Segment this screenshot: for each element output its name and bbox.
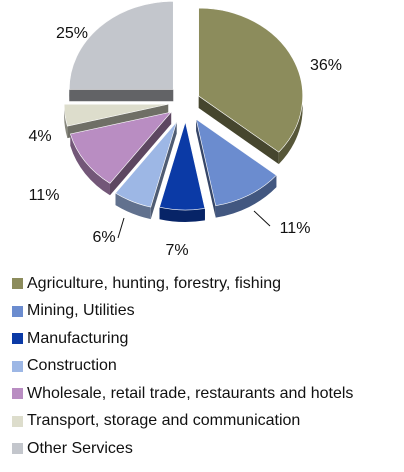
legend-item: Wholesale, retail trade, restaurants and… — [12, 380, 353, 408]
slice-wall-4-0 — [109, 112, 172, 196]
data-label-1: 11% — [280, 220, 311, 237]
legend-swatch — [12, 388, 23, 400]
pie-slice-0 — [198, 7, 303, 153]
legend: Agriculture, hunting, forestry, fishing M… — [12, 270, 353, 463]
pie-slice-3 — [115, 121, 177, 208]
legend-label: Construction — [27, 357, 117, 375]
legend-swatch — [12, 305, 23, 317]
data-label-5: 4% — [28, 128, 51, 145]
legend-label: Transport, storage and communication — [27, 412, 301, 430]
legend-swatch — [12, 278, 23, 290]
legend-swatch — [12, 443, 23, 455]
legend-label: Agriculture, hunting, forestry, fishing — [27, 274, 282, 292]
data-label-4: 11% — [29, 187, 60, 204]
slice-rim-3 — [115, 193, 151, 220]
leader-line-3 — [117, 217, 125, 239]
pie-slices — [63, 0, 303, 211]
pie-chart: 36% 11% 7% 6% 11% 4% 25% — [28, 0, 342, 259]
data-label-6: 25% — [56, 25, 88, 42]
legend-label: Mining, Utilities — [27, 302, 135, 320]
slice-rim-5 — [64, 104, 68, 139]
legend-item: Other Services — [12, 435, 353, 463]
legend-item: Manufacturing — [12, 325, 353, 353]
legend-swatch — [12, 360, 23, 372]
data-label-3: 6% — [92, 229, 115, 246]
legend-label: Manufacturing — [27, 329, 129, 347]
legend-swatch — [12, 333, 23, 345]
legend-item: Mining, Utilities — [12, 298, 353, 326]
legend-label: Wholesale, retail trade, restaurants and… — [27, 384, 354, 402]
slice-wall-3-0 — [150, 121, 177, 220]
pie-slice-5 — [63, 103, 169, 127]
legend-item: Construction — [12, 353, 353, 381]
slice-rim-2 — [159, 207, 205, 222]
slice-rim-4 — [70, 134, 110, 196]
pie-slice-1 — [195, 118, 277, 206]
legend-label: Other Services — [27, 439, 133, 457]
legend-item: Transport, storage and communication — [12, 408, 353, 436]
leader-line-1 — [253, 210, 271, 227]
legend-swatch — [12, 415, 23, 427]
pie-chart-svg: 36% 11% 7% 6% 11% 4% 25% — [28, 0, 342, 259]
pie-slice-2 — [159, 120, 206, 211]
data-label-2: 7% — [165, 242, 188, 259]
slice-wall-0-1 — [198, 96, 279, 165]
legend-item: Agriculture, hunting, forestry, fishing — [12, 270, 353, 298]
pie-slice-6 — [68, 0, 174, 90]
slice-wall-1-1 — [196, 119, 216, 218]
slice-wall-6-0 — [69, 89, 174, 102]
data-label-0: 36% — [310, 57, 342, 74]
pie-slice-4 — [69, 111, 172, 184]
